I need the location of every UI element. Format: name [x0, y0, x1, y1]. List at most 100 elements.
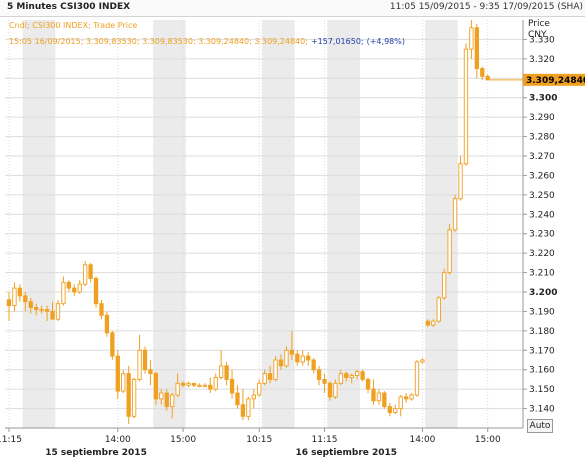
candle [202, 383, 207, 388]
candle [284, 346, 289, 368]
candle-body-down [180, 382, 186, 386]
y-tick-label: 3.220 [529, 249, 555, 259]
session-band [153, 20, 186, 428]
candle-body-up [442, 272, 447, 299]
candles [6, 20, 523, 425]
legend-series: Cndl; CSI300 INDEX; Trade Price [9, 21, 137, 30]
candle [349, 373, 354, 384]
candle [34, 303, 39, 316]
candle-body-up [186, 382, 191, 386]
candle [414, 360, 420, 397]
candle-body-down [344, 373, 349, 378]
y-tick-label: 3.250 [529, 191, 555, 201]
candle-body-up [262, 373, 267, 384]
y-tick-label: 3.260 [529, 171, 555, 181]
candle [311, 358, 316, 374]
candle-body-up [463, 48, 469, 165]
candle [88, 262, 93, 283]
last-price-marker-bg [523, 73, 585, 86]
candle [77, 280, 82, 294]
candle [393, 404, 398, 415]
candle [431, 319, 436, 327]
date-label: 15 septiembre 2015 [45, 448, 147, 458]
candle [110, 330, 115, 360]
candle-body-down [44, 309, 50, 312]
candle [235, 385, 240, 409]
candle [153, 371, 159, 405]
candle [6, 292, 12, 322]
candle [251, 389, 256, 409]
x-tick-label: 14:00 [105, 435, 131, 445]
candle-body-up [452, 198, 458, 231]
candle-body-down [387, 406, 392, 413]
y-tick-label: 3.230 [529, 230, 555, 240]
candle [371, 379, 376, 405]
candle [267, 365, 273, 384]
candle [170, 393, 175, 419]
candle-body-up [376, 392, 382, 402]
chart-title: 5 Minutes CSI300 INDEX [7, 2, 131, 12]
candle-body-up [12, 287, 17, 307]
x-tick-label: 14:00 [409, 435, 435, 445]
candle-body-down [327, 382, 333, 398]
candle-body-down [480, 68, 485, 77]
candle-body-down [240, 404, 246, 417]
candle [333, 379, 338, 399]
candle [66, 280, 71, 292]
candle-body-up [83, 264, 88, 285]
candle [425, 319, 431, 327]
candle [191, 382, 197, 388]
session-bands [22, 20, 458, 428]
y-tick-label: 3.330 [529, 35, 555, 45]
candlestick-chart[interactable]: Price CNY 3.140 3.150 3.160 3.170 3.180 3.190… [0, 17, 585, 471]
y-tick-label: 3.210 [529, 269, 555, 279]
candle [327, 381, 333, 401]
candle-body-down [278, 359, 284, 367]
candle-body-down [382, 392, 387, 408]
candle-body-down [50, 310, 55, 320]
candle-body-down [88, 264, 93, 279]
candle [278, 354, 284, 370]
candle-body-down [99, 303, 104, 316]
candle-body-down [34, 307, 39, 310]
candle-body-up [355, 371, 360, 376]
auto-scale-button[interactable]: Auto [527, 419, 553, 433]
candle [28, 297, 33, 314]
candle-body-up [219, 365, 224, 378]
candle-body-up [246, 398, 251, 417]
candle [224, 361, 229, 386]
candle [23, 292, 28, 312]
candle [420, 358, 425, 364]
candle-body-down [164, 392, 169, 408]
y-axis-unit: CNY [528, 30, 547, 40]
candle [240, 389, 246, 421]
candle [39, 305, 44, 314]
candle [306, 352, 311, 366]
candle [300, 350, 305, 366]
candle-body-up [393, 408, 398, 413]
y-tick-label: 3.290 [529, 113, 555, 123]
candle-body-down [153, 373, 159, 400]
candle-body-down [93, 277, 99, 305]
candle [452, 194, 458, 232]
candle [463, 43, 469, 166]
y-tick-label: 3.280 [529, 133, 555, 143]
candle-body-down [485, 75, 490, 81]
candle-body-up [414, 361, 420, 396]
candle-body-down [360, 371, 365, 380]
y-axis-title: Price [528, 19, 550, 29]
candle [387, 402, 392, 417]
candle-body-down [17, 287, 23, 297]
candle [295, 350, 300, 366]
legend-ohlc: 15:05 16/09/2015; 3.309,83530; 3.309,835… [9, 37, 308, 46]
candle-body-down [365, 378, 371, 390]
candle-body-up [131, 378, 137, 417]
candle [474, 23, 479, 79]
candle-body-down [425, 320, 431, 326]
candle-body-up [447, 229, 452, 274]
candle-body-up [284, 349, 289, 367]
candle [229, 369, 235, 399]
candle [273, 356, 278, 382]
y-tick-label: 3.150 [529, 385, 555, 395]
candle-body-down [191, 382, 197, 386]
